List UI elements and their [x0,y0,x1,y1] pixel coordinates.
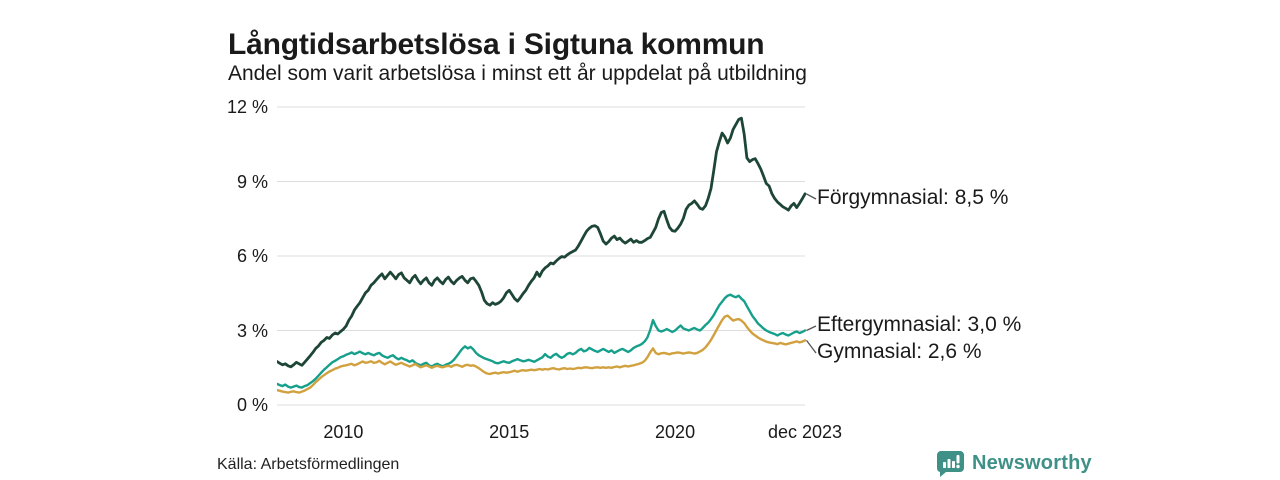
page-title: Långtidsarbetslösa i Sigtuna kommun [228,28,765,62]
x-tick-label: 2010 [323,422,364,442]
page-subtitle: Andel som varit arbetslösa i minst ett å… [228,62,807,85]
y-tick-label: 12 % [226,97,268,117]
source-note: Källa: Arbetsförmedlingen [217,456,400,473]
series-line-frgymnasial [277,116,807,369]
series-label-forgymnasial: Förgymnasial: 8,5 % [817,186,1009,209]
y-tick-label: 3 % [236,320,268,341]
y-tick-label: 9 % [236,171,268,192]
y-tick-label: 6 % [236,246,268,266]
series-line-eftergymnasial [277,293,807,389]
newsworthy-logo-text: Newsworthy [972,452,1092,474]
label-connector [806,325,817,332]
series-label-eftergymnasial: Eftergymnasial: 3,0 % [817,313,1022,336]
label-connector [806,193,817,200]
label-connector [805,340,817,354]
x-tick-label: 2020 [655,422,696,442]
x-tick-label: dec 2023 [767,422,843,442]
bar-chart-badge-icon [936,451,964,477]
series-line-gymnasial [277,314,807,394]
plot-area [277,106,817,406]
x-tick-label: 2015 [489,422,530,442]
series-label-gymnasial: Gymnasial: 2,6 % [817,340,982,363]
y-tick-label: 0 % [236,395,268,415]
newsworthy-logo: Newsworthy [936,450,1092,477]
